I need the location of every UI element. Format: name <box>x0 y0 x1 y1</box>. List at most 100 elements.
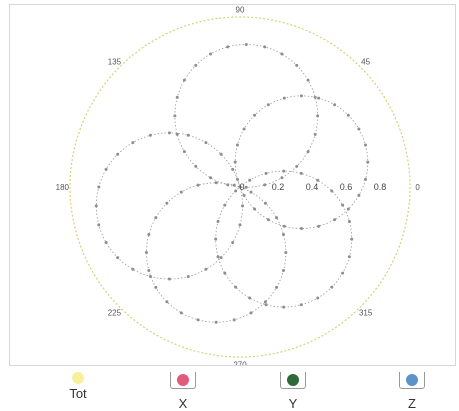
data-point <box>196 183 200 187</box>
data-point <box>148 133 152 137</box>
data-point <box>231 240 235 244</box>
data-point <box>316 296 320 300</box>
data-point <box>330 285 334 289</box>
data-point <box>104 167 108 171</box>
angle-tick-label: 315 <box>359 309 373 318</box>
data-point <box>306 78 310 82</box>
data-point <box>333 103 337 107</box>
legend-item-z[interactable]: Z <box>382 372 442 411</box>
data-point <box>280 176 284 180</box>
data-point <box>295 164 299 168</box>
legend-item-y[interactable]: Y <box>263 372 323 411</box>
data-point <box>209 52 213 56</box>
data-point <box>147 232 151 236</box>
data-point <box>341 271 345 275</box>
data-point <box>216 255 220 259</box>
plot-panel: 90 45 0 315 270 225 180 135 0.2 0.4 0.6 0.8 0 <box>9 4 456 366</box>
data-point <box>263 45 267 49</box>
data-point <box>364 143 368 147</box>
data-point <box>357 127 361 131</box>
data-point <box>282 224 286 228</box>
angle-tick-label: 45 <box>361 57 370 66</box>
data-point <box>233 160 237 164</box>
data-point <box>194 63 198 67</box>
data-point <box>299 303 303 307</box>
data-point <box>281 232 285 236</box>
data-point <box>249 190 253 194</box>
data-point <box>154 216 158 220</box>
data-point <box>165 300 169 304</box>
data-point <box>104 240 108 244</box>
legend-swatch-tot <box>72 372 84 384</box>
data-point <box>209 176 213 180</box>
data-point <box>179 311 183 315</box>
data-point <box>266 218 270 222</box>
data-point <box>214 320 218 324</box>
data-point <box>280 52 284 56</box>
data-point <box>223 203 227 207</box>
data-point <box>232 183 236 187</box>
data-point <box>330 189 334 193</box>
radial-tick-label: 0.6 <box>340 182 353 192</box>
data-point <box>313 132 317 136</box>
data-point <box>131 267 135 271</box>
legend-item-tot[interactable]: Tot <box>48 372 108 401</box>
data-point <box>175 95 179 99</box>
data-point <box>263 201 267 205</box>
data-point <box>253 113 257 117</box>
data-point <box>214 181 218 185</box>
data-point <box>341 203 345 207</box>
data-point <box>194 164 198 168</box>
legend-label-y: Y <box>288 396 298 411</box>
data-point <box>182 78 186 82</box>
data-point <box>97 223 101 227</box>
data-point <box>266 103 270 107</box>
legend-swatch-x <box>177 374 189 386</box>
data-point <box>94 204 98 208</box>
angle-tick-label: 270 <box>233 361 247 365</box>
polar-outer-circle <box>69 16 411 358</box>
data-point <box>357 193 361 197</box>
legend: Tot X Y Z <box>0 366 459 411</box>
data-point <box>226 45 230 49</box>
legend-swatch-z <box>406 374 418 386</box>
data-point <box>196 318 200 322</box>
data-point <box>219 152 223 156</box>
data-point <box>186 275 190 279</box>
angle-tick-label: 90 <box>236 5 245 14</box>
polar-chart: 90 45 0 315 270 225 180 135 0.2 0.4 0.6 0.8 0 <box>56 5 421 365</box>
legend-box-x <box>170 372 196 389</box>
data-point <box>299 94 303 98</box>
data-point <box>366 160 370 164</box>
data-point <box>346 113 350 117</box>
radial-tick-label: 0.2 <box>272 182 285 192</box>
data-point <box>264 303 268 307</box>
angle-tick-label: 135 <box>108 57 122 66</box>
data-point <box>173 114 177 118</box>
data-point <box>244 185 248 189</box>
data-point <box>284 250 288 254</box>
data-point <box>242 127 246 131</box>
data-point <box>186 133 190 137</box>
data-point <box>238 223 242 227</box>
data-point <box>116 256 120 260</box>
data-point <box>275 285 279 289</box>
data-point <box>131 141 135 145</box>
data-point <box>238 185 242 189</box>
data-point <box>147 269 151 273</box>
data-point <box>282 96 286 100</box>
data-point <box>204 267 208 271</box>
data-point <box>214 237 218 241</box>
legend-item-x[interactable]: X <box>153 372 213 411</box>
data-point <box>167 131 171 135</box>
legend-box-y <box>280 372 306 389</box>
data-point <box>333 218 337 222</box>
legend-swatch-y <box>287 374 299 386</box>
legend-label-z: Z <box>408 396 416 411</box>
data-point <box>234 285 238 289</box>
data-point <box>264 171 268 175</box>
angle-tick-label: 225 <box>108 309 122 318</box>
data-point <box>219 256 223 260</box>
angle-tick-label: 180 <box>56 183 70 192</box>
legend-box-z <box>399 372 425 389</box>
